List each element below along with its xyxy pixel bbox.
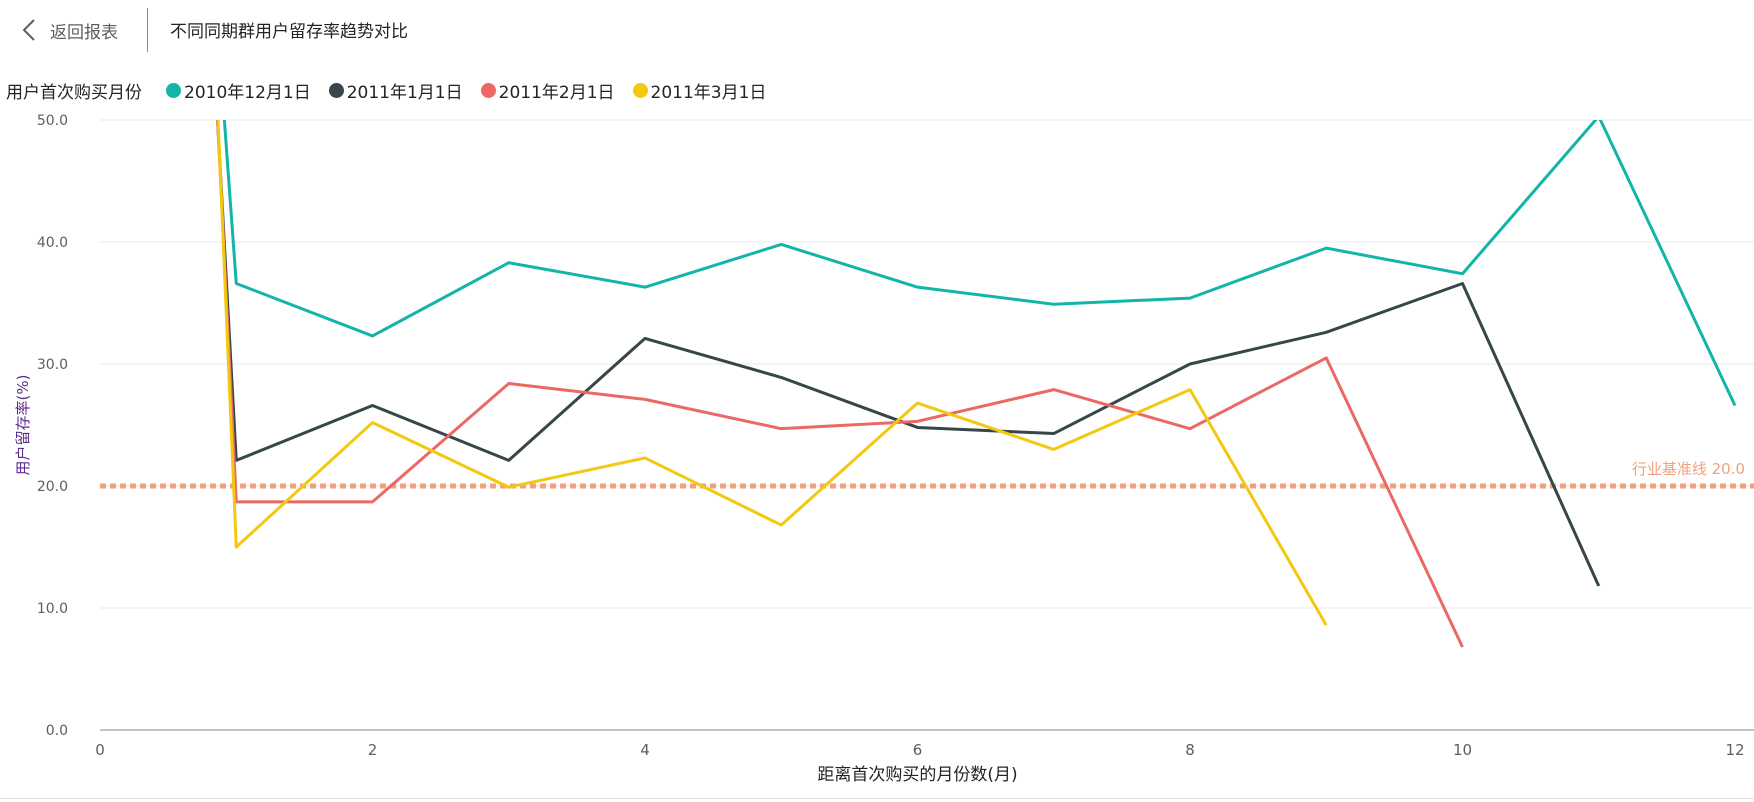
x-tick-label: 10	[1453, 741, 1472, 759]
y-tick-label: 40.0	[37, 235, 68, 251]
x-tick-label: 2	[368, 741, 378, 759]
legend-label: 2011年1月1日	[346, 82, 463, 103]
y-tick-label: 50.0	[37, 113, 68, 129]
retention-line-chart: 0.0 10.0 20.0 30.0 40.0 50.0 0 2 4 6 8 10 12 距离首次购买的月…	[14, 113, 1754, 785]
y-tick-label: 0.0	[46, 723, 68, 739]
legend-dot-icon	[480, 82, 496, 98]
legend-item-0[interactable]: 2010年12月1日	[166, 78, 311, 103]
back-to-report-button[interactable]: 返回报表	[20, 14, 118, 46]
legend-item-2[interactable]: 2011年2月1日	[480, 78, 615, 103]
x-tick-label: 8	[1185, 741, 1195, 759]
x-tick-label: 6	[913, 741, 923, 759]
back-label: 返回报表	[50, 22, 118, 43]
legend-title: 用户首次购买月份	[6, 82, 142, 103]
series-line-2	[216, 120, 1464, 648]
legend-dot-icon	[328, 82, 344, 98]
legend-dot-icon	[166, 82, 181, 98]
bottom-border	[0, 798, 1754, 799]
y-tick-label: 10.0	[37, 601, 68, 617]
report-header: 返回报表 不同同期群用户留存率趋势对比	[0, 0, 1754, 60]
y-axis-title: 用户留存率(%)	[14, 375, 32, 476]
chevron-left-icon	[20, 18, 40, 42]
page-title: 不同同期群用户留存率趋势对比	[170, 22, 408, 42]
series-line-1	[216, 120, 1601, 587]
x-tick-label: 0	[95, 741, 105, 759]
series-line-0	[222, 120, 1737, 407]
header-divider	[147, 8, 148, 52]
legend-label: 2010年12月1日	[184, 82, 311, 103]
legend-label: 2011年3月1日	[650, 82, 767, 103]
chart-legend: 用户首次购买月份 2010年12月1日 2011年1月1日 2011年2月1日 201…	[6, 78, 784, 103]
series-line-3	[216, 120, 1328, 626]
y-tick-label: 30.0	[37, 357, 68, 373]
legend-item-3[interactable]: 2011年3月1日	[632, 78, 767, 103]
x-tick-label: 12	[1725, 741, 1744, 759]
reference-line-label: 行业基准线 20.0	[1632, 460, 1745, 478]
legend-item-1[interactable]: 2011年1月1日	[328, 78, 463, 103]
y-tick-label: 20.0	[37, 479, 68, 495]
x-tick-label: 4	[640, 741, 650, 759]
legend-label: 2011年2月1日	[498, 82, 615, 103]
legend-dot-icon	[632, 82, 648, 98]
x-axis-title: 距离首次购买的月份数(月)	[817, 765, 1017, 785]
